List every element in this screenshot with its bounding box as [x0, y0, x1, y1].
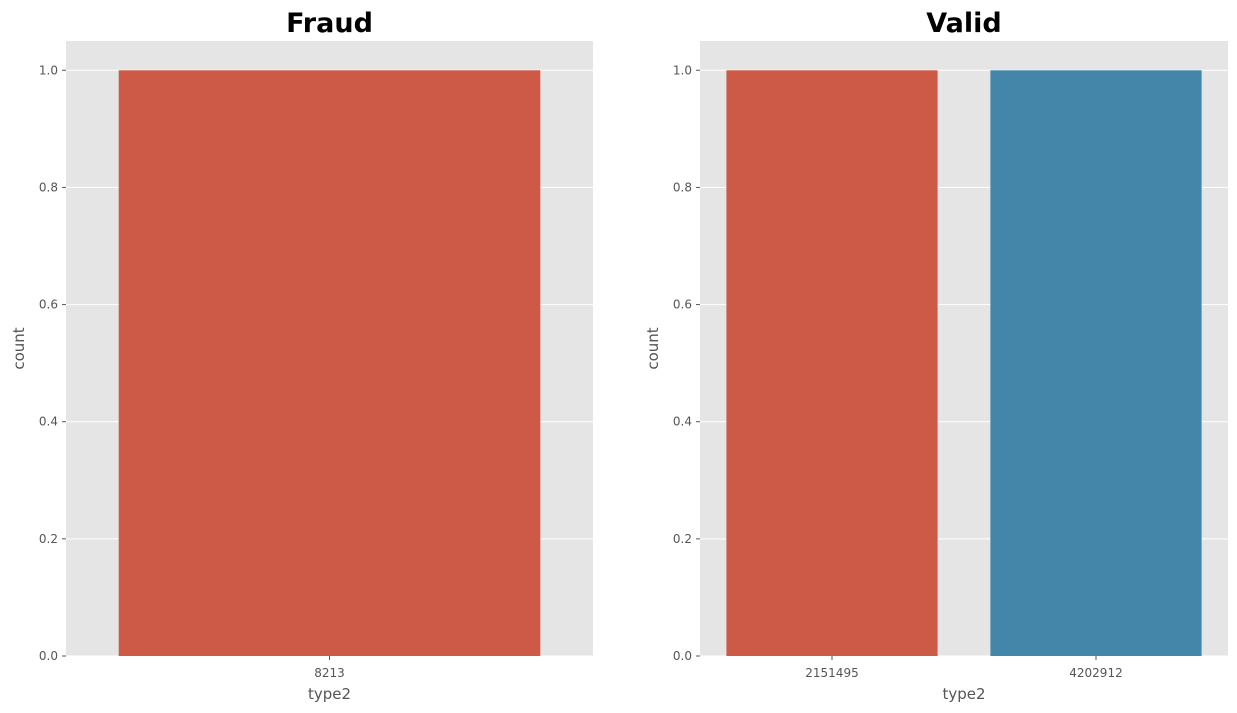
- fraud-bars: [118, 70, 541, 657]
- fraud-x-axis-label: type2: [308, 685, 351, 703]
- fraud-x-ticks: 8213: [314, 656, 345, 680]
- fraud-y-ticks: 0.0 0.2 0.4 0.6 0.8 1.0: [39, 63, 66, 663]
- fraud-x-tick-label: 8213: [314, 666, 345, 680]
- valid-bar-2151495: [726, 70, 938, 657]
- valid-y-tick-label: 0.8: [673, 180, 692, 194]
- valid-x-tick-label: 4202912: [1069, 666, 1122, 680]
- valid-title: Valid: [926, 8, 1001, 39]
- valid-y-tick-label: 0.2: [673, 532, 692, 546]
- valid-y-ticks: 0.0 0.2 0.4 0.6 0.8 1.0: [673, 63, 700, 663]
- fraud-y-tick-label: 0.2: [39, 532, 58, 546]
- valid-y-tick-label: 0.0: [673, 649, 692, 663]
- fraud-title: Fraud: [286, 8, 373, 39]
- fraud-y-tick-label: 0.0: [39, 649, 58, 663]
- valid-y-tick-label: 0.4: [673, 415, 692, 429]
- valid-bars: [726, 70, 1202, 657]
- valid-y-tick-label: 0.6: [673, 298, 692, 312]
- fraud-y-tick-label: 0.6: [39, 298, 58, 312]
- fraud-panel: 0.0 0.2 0.4 0.6 0.8 1.0 8213 Fraud type2 coun…: [10, 8, 593, 703]
- fraud-y-tick-label: 1.0: [39, 63, 58, 77]
- valid-panel: 0.00.20.40.60.81.0 2151495 4202912 Valid …: [644, 8, 1228, 703]
- valid-x-axis-label: type2: [942, 685, 985, 703]
- valid-x-tick-label: 2151495: [805, 666, 858, 680]
- valid-x-ticks: 2151495 4202912: [805, 656, 1123, 680]
- valid-bar-4202912: [990, 70, 1202, 657]
- valid-y-axis-label: count: [644, 327, 662, 369]
- fraud-y-tick-label: 0.4: [39, 415, 58, 429]
- valid-y-tick-label: 1.0: [673, 63, 692, 77]
- fraud-bar-8213: [118, 70, 541, 657]
- fraud-y-axis-label: count: [10, 327, 28, 369]
- fraud-y-tick-label: 0.8: [39, 180, 58, 194]
